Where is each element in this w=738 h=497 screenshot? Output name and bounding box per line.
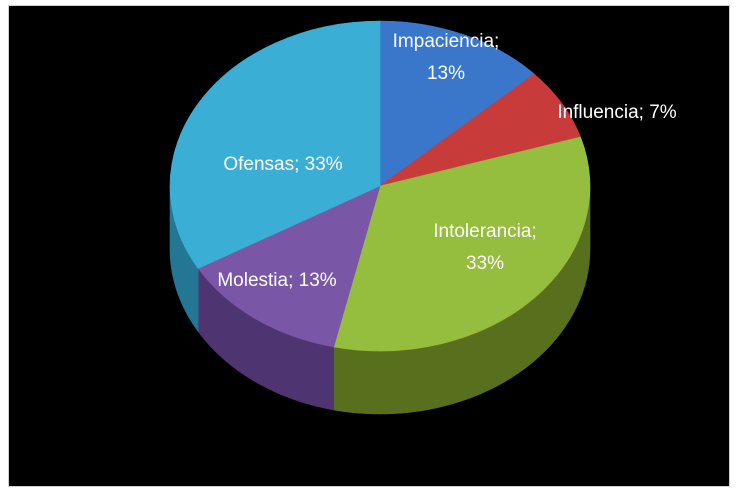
pie-chart: Impaciencia; 13% Influencia; 7% Intoleranci…: [169, 20, 677, 415]
data-label-molestia: Molestia; 13%: [217, 270, 336, 291]
pie-labels: Impaciencia; 13% Influencia; 7% Intoleranci…: [217, 31, 676, 291]
data-label-ofensas: Ofensas; 33%: [223, 154, 342, 175]
chart-frame: Impaciencia; 13% Influencia; 7% Intoleranci…: [9, 6, 729, 486]
data-label-impaciencia: Impaciencia; 13%: [393, 31, 500, 84]
pie-slice-impaciencia[interactable]: [379, 20, 535, 187]
data-label-intolerancia: Intolerancia; 33%: [433, 221, 537, 274]
pie-tops: [169, 20, 591, 352]
pie-sides: [169, 185, 591, 415]
pie-slice-ofensas[interactable]: [169, 20, 381, 269]
pie-slice-intolerancia[interactable]: [333, 136, 591, 352]
pie-slice-molestia[interactable]: [197, 185, 381, 348]
data-label-influencia: Influencia; 7%: [557, 102, 676, 123]
